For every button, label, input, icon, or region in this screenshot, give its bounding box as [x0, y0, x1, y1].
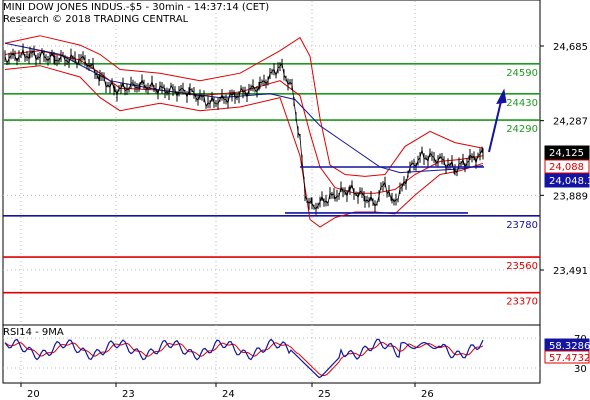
band-value-badge-box: [544, 159, 590, 174]
last-price-badge: 24,125: [549, 148, 584, 159]
day-label-20: 20: [27, 389, 40, 400]
rsi-ma-value-badge-box: [544, 350, 590, 364]
level-label-23780: 23780: [506, 220, 538, 231]
day-label-23: 23: [122, 389, 135, 400]
forecast-arrow-icon: [496, 88, 507, 104]
price-tick-label: 23,889: [553, 191, 588, 202]
rsi-panel-frame: [2, 324, 541, 384]
price-line: [4, 47, 484, 210]
rsi-value-badge: 58.3286: [549, 341, 590, 352]
upper-band: [4, 35, 484, 177]
level-label-24430: 24430: [506, 98, 538, 109]
chart-title: MINI DOW JONES INDUS.-$5 - 30min - 14:37…: [3, 2, 270, 13]
price-tick-label: 24,685: [553, 42, 588, 53]
level-label-24290: 24290: [506, 124, 538, 135]
level-label-23370: 23370: [506, 297, 538, 308]
middle-band: [4, 50, 484, 194]
rsi-title: RSI14 - 9MA: [3, 327, 64, 338]
moving-average: [4, 42, 484, 174]
rsi-line: [4, 338, 484, 379]
ma-value-badge: 24,048.3: [549, 176, 590, 187]
level-label-24590: 24590: [506, 68, 538, 79]
day-label-26: 26: [421, 389, 434, 400]
lower-band: [4, 65, 484, 228]
level-label-23560: 23560: [506, 261, 538, 272]
price-tick-label: 24,287: [553, 117, 588, 128]
price-bars: [4, 43, 484, 215]
chart-copyright: Research © 2018 TRADING CENTRAL: [3, 14, 189, 25]
price-tick-label: 23,491: [553, 266, 588, 277]
rsi-tick-label: 30: [574, 364, 587, 375]
day-label-25: 25: [318, 389, 331, 400]
forecast-arrow-shaft: [488, 101, 502, 153]
last-price-badge-box: [544, 145, 590, 160]
rsi-ma-value-badge: 57.4732: [549, 353, 590, 364]
ma-value-badge-box: [544, 173, 590, 188]
day-label-24: 24: [222, 389, 235, 400]
band-value-badge: 24,088: [549, 162, 584, 173]
